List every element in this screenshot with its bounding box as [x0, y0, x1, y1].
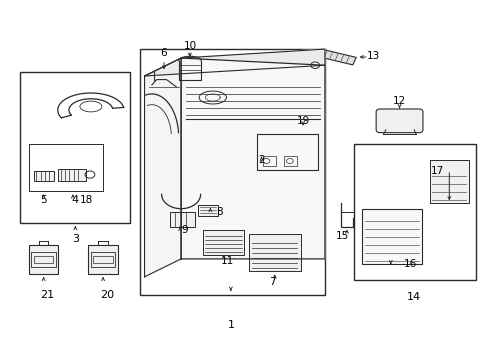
- Text: 20: 20: [100, 290, 114, 300]
- Bar: [29, 245, 58, 274]
- Bar: [198, 205, 217, 216]
- Text: 2: 2: [258, 155, 264, 165]
- Bar: [34, 256, 53, 263]
- Bar: [283, 156, 296, 166]
- Bar: [140, 49, 325, 295]
- Bar: [254, 130, 320, 173]
- Bar: [29, 144, 103, 192]
- Polygon shape: [144, 58, 181, 277]
- Bar: [34, 171, 54, 181]
- Text: 13: 13: [366, 51, 380, 61]
- Polygon shape: [318, 49, 355, 65]
- Text: 18: 18: [79, 195, 92, 205]
- Bar: [361, 209, 422, 264]
- Bar: [353, 144, 475, 280]
- Text: 4: 4: [72, 195, 79, 205]
- Bar: [249, 234, 300, 271]
- Text: 15: 15: [335, 231, 348, 240]
- Polygon shape: [144, 49, 325, 76]
- Text: 14: 14: [407, 292, 420, 302]
- Bar: [256, 134, 317, 170]
- Circle shape: [310, 62, 319, 68]
- Bar: [93, 256, 113, 263]
- Text: 10: 10: [183, 41, 196, 50]
- FancyBboxPatch shape: [375, 109, 422, 133]
- Text: 21: 21: [40, 290, 54, 300]
- Bar: [20, 72, 130, 223]
- Bar: [91, 252, 115, 267]
- Text: 16: 16: [403, 259, 416, 269]
- Bar: [429, 160, 468, 203]
- Bar: [31, 252, 56, 267]
- Text: 6: 6: [161, 48, 167, 58]
- Text: 9: 9: [182, 225, 188, 235]
- Text: 17: 17: [429, 166, 443, 176]
- Text: 12: 12: [392, 96, 406, 106]
- Bar: [203, 230, 244, 255]
- Text: 3: 3: [72, 234, 79, 244]
- Bar: [175, 60, 204, 80]
- Polygon shape: [181, 58, 325, 259]
- Bar: [58, 169, 86, 181]
- Bar: [263, 156, 276, 166]
- Text: 19: 19: [296, 116, 309, 126]
- Text: 11: 11: [221, 256, 234, 266]
- Text: 1: 1: [227, 320, 234, 330]
- Text: 8: 8: [215, 207, 222, 217]
- Bar: [88, 245, 118, 274]
- Text: 5: 5: [40, 195, 47, 205]
- Text: 7: 7: [269, 277, 276, 287]
- Bar: [170, 212, 194, 226]
